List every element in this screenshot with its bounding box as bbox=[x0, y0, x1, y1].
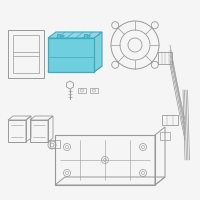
Polygon shape bbox=[56, 36, 64, 38]
Bar bbox=[50, 140, 60, 148]
Bar bbox=[90, 88, 98, 93]
Polygon shape bbox=[48, 38, 94, 72]
Polygon shape bbox=[84, 34, 86, 38]
Bar bbox=[158, 52, 172, 64]
Polygon shape bbox=[48, 66, 102, 72]
Bar bbox=[55, 135, 155, 185]
Bar bbox=[13, 35, 39, 73]
Bar bbox=[30, 120, 48, 142]
Bar bbox=[8, 30, 44, 78]
Bar bbox=[8, 120, 26, 142]
Bar bbox=[162, 115, 178, 125]
Bar bbox=[160, 132, 170, 140]
Bar bbox=[78, 88, 86, 93]
Polygon shape bbox=[94, 32, 102, 72]
Polygon shape bbox=[83, 36, 91, 38]
Polygon shape bbox=[57, 34, 60, 38]
Polygon shape bbox=[48, 32, 102, 38]
